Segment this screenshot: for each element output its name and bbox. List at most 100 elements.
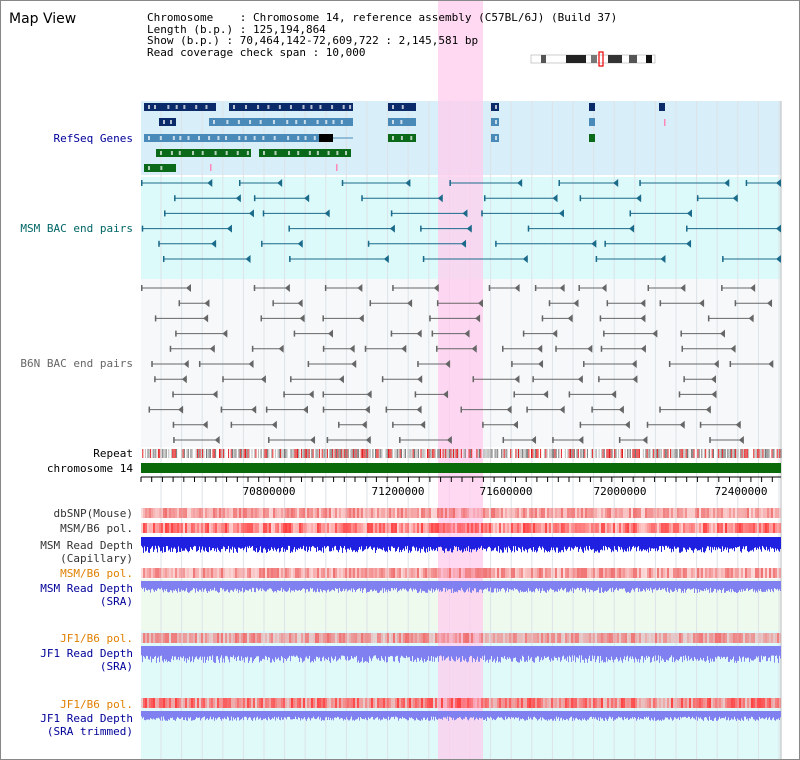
msm-pol-strip [255,523,257,533]
dbsnp-strip [699,508,701,518]
msm-pol-strip [371,523,373,533]
jf1-trimmed-depth [406,711,407,720]
msm-capillary-depth [211,537,212,551]
msm-pol-2-strip [367,568,369,578]
jf1-sra-depth [630,646,631,657]
msm-pol-2-strip [565,568,567,578]
jf1-sra-depth [609,646,610,660]
jf1-trimmed-depth [145,711,146,721]
repeat-mark [209,449,211,458]
repeat-mark [524,449,526,458]
jf1-trimmed-depth [309,711,310,719]
jf1-trimmed-depth [490,711,491,717]
jf1-trimmed-depth [264,711,265,719]
msm-pol-2-strip [333,568,335,578]
msm-sra-depth [472,581,473,591]
jf1-trimmed-depth [221,711,222,721]
msm-capillary-depth [766,537,767,547]
dbsnp-strip [639,508,641,518]
bac-end [639,180,641,186]
jf1-sra-depth [569,646,570,656]
msm-pol-strip [595,523,597,533]
msm-capillary-depth [516,537,517,551]
msm-sra-depth [648,581,649,589]
jf1-pol-2-strip [615,698,617,708]
msm-sra-depth [223,581,224,589]
msm-sra-depth [400,581,401,590]
dbsnp-strip [187,508,189,518]
repeat-mark [398,449,400,458]
msm-sra-depth [354,581,355,590]
repeat-mark [580,449,582,458]
jf1-trimmed-depth [337,711,338,717]
jf1-trimmed-depth [536,711,537,719]
msm-sra-depth [318,581,319,592]
msm-capillary-depth [452,537,453,553]
jf1-pol-strip [483,633,485,643]
msm-sra-depth [728,581,729,591]
msm-pol-2-strip [593,568,595,578]
msm-capillary-depth [181,537,182,549]
jf1-pol-2-strip [731,698,733,708]
msm-pol-2-strip [483,568,485,578]
jf1-sra-depth [326,646,327,660]
msm-capillary-depth [548,537,549,551]
msm-pol-strip [325,523,327,533]
msm-capillary-depth [358,537,359,550]
msm-pol-strip [251,523,253,533]
bac-end-arrow [202,420,208,429]
msm-capillary-depth [295,537,296,552]
msm-pol-strip [611,523,613,533]
msm-sra-depth [665,581,666,591]
dbsnp-strip [239,508,241,518]
msm-capillary-depth [219,537,220,552]
msm-capillary-depth [655,537,656,552]
msm-capillary-depth [395,537,396,552]
msm-sra-depth [316,581,317,592]
jf1-pol-2-strip [509,698,511,708]
jf1-pol-2-strip [345,698,347,708]
jf1-sra-depth [233,646,234,656]
jf1-sra-depth [697,646,698,659]
msm-capillary-depth [669,537,670,549]
repeat-mark [602,449,604,458]
jf1-pol-2-strip [473,698,475,708]
gene-intron [392,136,394,140]
repeat-mark [703,449,705,458]
msm-capillary-depth [722,537,723,547]
msm-pol-strip [509,523,511,533]
jf1-trimmed-depth [480,711,481,719]
msm-pol-strip [215,523,217,533]
bac-end [283,391,285,398]
msm-pol-strip [405,523,407,533]
gene-intron [340,120,343,124]
jf1-sra-depth [142,646,143,662]
msm-pol-2-strip [763,568,765,578]
jf1-sra-depth [289,646,290,656]
jf1-trimmed-depth [413,711,414,719]
msm-sra-depth [307,581,308,590]
jf1-pol-strip [345,633,347,643]
jf1-pol-strip [151,633,153,643]
jf1-sra-depth [612,646,613,660]
msm-capillary-depth [487,537,488,549]
bac-end [253,195,256,202]
repeat-mark [511,449,513,458]
msm-pol-2-strip [285,568,287,578]
dbsnp-strip [293,508,295,518]
msm-pol-2-strip [773,568,775,578]
msm-capillary-depth [466,537,467,548]
jf1-sra-depth [706,646,707,661]
msm-sra-depth [714,581,715,589]
dbsnp-strip [375,508,377,518]
jf1-sra-depth [213,646,214,662]
dbsnp-strip [161,508,163,518]
msm-capillary-depth [324,537,325,547]
repeat-mark [748,449,750,458]
bac-end-arrow [462,209,468,218]
msm-pol-strip [169,523,171,533]
jf1-trimmed-depth [515,711,516,718]
msm-capillary-depth [271,537,272,548]
msm-sra-depth [334,581,335,592]
